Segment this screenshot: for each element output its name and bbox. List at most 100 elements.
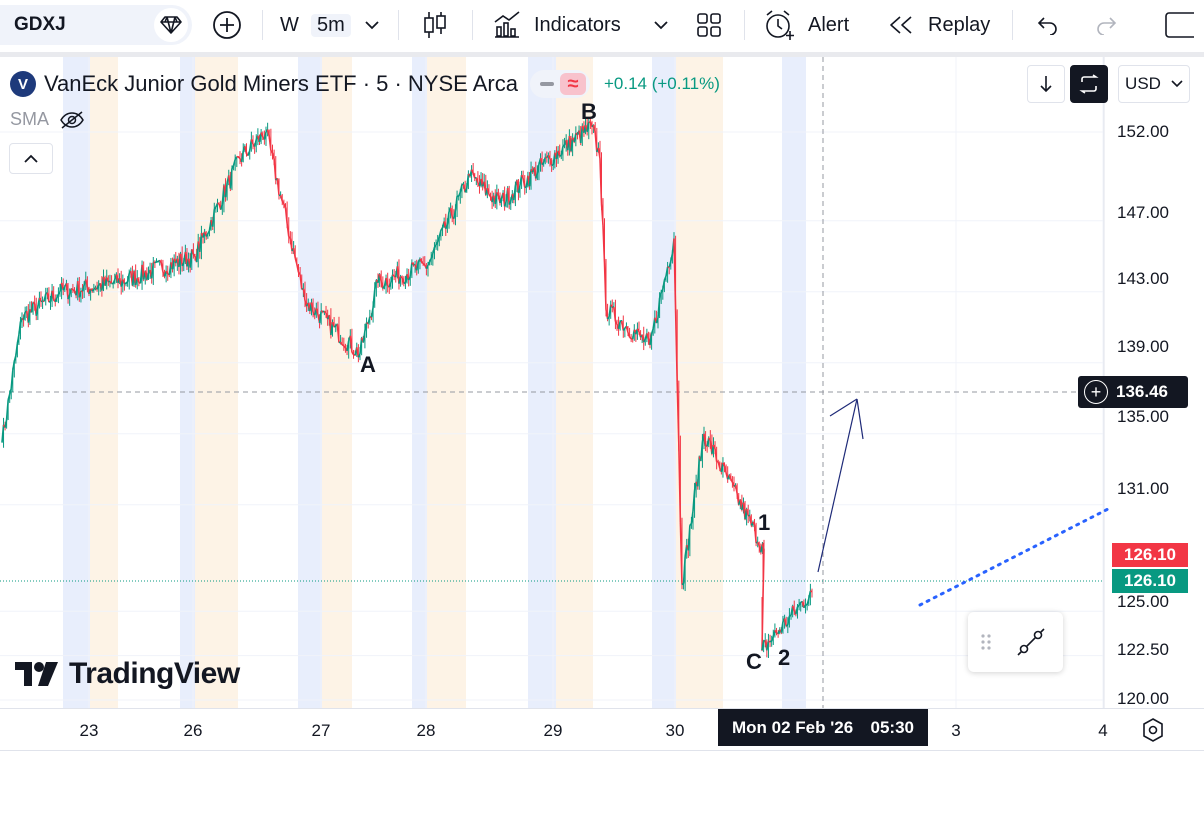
candle-body bbox=[373, 279, 378, 290]
wave-label-a[interactable]: A bbox=[360, 352, 376, 377]
candle-body bbox=[289, 238, 293, 252]
candle-body bbox=[756, 541, 761, 547]
symbol-search-button[interactable]: GDXJ bbox=[0, 5, 192, 45]
toolbar-divider bbox=[472, 10, 473, 40]
candle-body bbox=[191, 249, 195, 255]
candle-body bbox=[700, 441, 704, 462]
undo-button[interactable] bbox=[1036, 5, 1060, 45]
eye-hidden-icon[interactable] bbox=[59, 110, 85, 130]
market-status-icon[interactable] bbox=[534, 73, 560, 95]
candle-body bbox=[357, 353, 361, 358]
indicators-icon bbox=[494, 11, 520, 38]
candle-body bbox=[96, 284, 100, 290]
candle-body bbox=[560, 146, 564, 156]
approx-data-icon[interactable]: ≈ bbox=[559, 73, 586, 95]
add-alert-icon[interactable]: + bbox=[1084, 380, 1108, 404]
candle-body bbox=[250, 139, 254, 145]
wave-label-b[interactable]: B bbox=[581, 99, 597, 124]
candle-body bbox=[296, 264, 300, 273]
replay-button[interactable]: Replay bbox=[888, 5, 990, 45]
toolbar-divider bbox=[744, 10, 745, 40]
candle-body bbox=[362, 331, 366, 343]
candle-body bbox=[436, 236, 441, 243]
projection-arrow[interactable] bbox=[817, 398, 864, 573]
collapse-legend-button[interactable] bbox=[9, 143, 53, 174]
candle-body bbox=[723, 465, 727, 473]
crosshair-price-tag[interactable]: + 136.46 bbox=[1078, 376, 1188, 408]
candle-body bbox=[72, 289, 76, 292]
session-band bbox=[322, 57, 352, 708]
trend-line-dotted[interactable] bbox=[918, 506, 1112, 607]
settings-hexagon-icon[interactable] bbox=[1140, 717, 1166, 743]
candle-body bbox=[370, 307, 374, 318]
indicators-button[interactable]: Indicators bbox=[492, 5, 621, 45]
chart-pane[interactable]: V VanEck Junior Gold Miners ETF · 5 · NY… bbox=[0, 57, 1204, 750]
candle-body bbox=[622, 327, 626, 331]
wave-label-1[interactable]: 1 bbox=[758, 510, 771, 535]
chevron-down-icon bbox=[365, 21, 379, 30]
indicator-row-sma[interactable]: SMA bbox=[10, 109, 85, 130]
candle-body bbox=[310, 302, 314, 313]
time-tick: 30 bbox=[665, 721, 685, 740]
chart-type-button[interactable] bbox=[422, 5, 448, 45]
redo-icon bbox=[1097, 17, 1117, 35]
candle-body bbox=[600, 203, 604, 226]
candle-body bbox=[761, 597, 764, 651]
candle-body bbox=[380, 281, 384, 289]
candle-body bbox=[557, 150, 561, 157]
fullscreen-button[interactable] bbox=[1164, 5, 1194, 45]
candle-body bbox=[655, 317, 659, 324]
drag-handle-icon[interactable] bbox=[980, 632, 992, 652]
candle-body bbox=[247, 150, 251, 156]
trend-line-tool-icon[interactable] bbox=[1014, 625, 1048, 659]
candle-body bbox=[105, 277, 110, 283]
candle-body bbox=[766, 641, 770, 651]
interval-5m-button[interactable]: 5m bbox=[311, 5, 351, 45]
time-tick: 4 bbox=[1098, 721, 1108, 740]
candle-body bbox=[292, 248, 297, 259]
candle-body bbox=[407, 276, 411, 281]
candle-body bbox=[613, 306, 617, 322]
indicators-dropdown-button[interactable] bbox=[653, 5, 669, 45]
candle-body bbox=[445, 224, 449, 230]
session-band bbox=[782, 57, 806, 708]
interval-w-button[interactable]: W bbox=[280, 5, 299, 45]
candle-body bbox=[432, 246, 436, 254]
candle-body bbox=[789, 614, 792, 617]
candle-body bbox=[528, 169, 532, 187]
currency-dropdown[interactable]: USD bbox=[1118, 65, 1190, 103]
candle-body bbox=[796, 604, 800, 608]
interval-dropdown-button[interactable] bbox=[364, 5, 380, 45]
candle-body bbox=[5, 399, 9, 420]
candle-body bbox=[650, 328, 654, 335]
candle-body bbox=[606, 316, 610, 320]
candle-body bbox=[783, 618, 787, 627]
layouts-button[interactable] bbox=[696, 5, 722, 45]
auto-scale-button[interactable] bbox=[1070, 65, 1108, 103]
candle-body bbox=[189, 249, 193, 268]
candle-body bbox=[519, 174, 523, 186]
candle-body bbox=[401, 277, 405, 284]
wave-label-c[interactable]: C bbox=[746, 649, 762, 674]
scroll-down-button[interactable] bbox=[1027, 65, 1065, 103]
compare-add-symbol-button[interactable] bbox=[212, 5, 242, 45]
candle-body bbox=[728, 474, 732, 480]
alert-button[interactable]: Alert bbox=[764, 5, 849, 45]
candle-body bbox=[774, 629, 778, 634]
legend-title[interactable]: VanEck Junior Gold Miners ETF · 5 · NYSE… bbox=[44, 71, 518, 96]
drawing-toolbar-widget[interactable] bbox=[968, 612, 1063, 672]
diamond-icon[interactable] bbox=[154, 8, 188, 42]
candle-body bbox=[400, 275, 403, 279]
candle-body bbox=[520, 174, 524, 179]
bottom-border bbox=[0, 750, 1204, 751]
candle-body bbox=[7, 393, 11, 401]
tradingview-logo-icon bbox=[15, 662, 58, 686]
candle-body bbox=[496, 192, 500, 196]
time-axis[interactable]: 23 26 27 28 29 30 3 4 Mon 02 Feb '26 05:… bbox=[0, 708, 1204, 750]
wave-label-2[interactable]: 2 bbox=[778, 645, 791, 670]
redo-button[interactable] bbox=[1094, 5, 1118, 45]
candle-body bbox=[720, 462, 724, 473]
price-chart[interactable] bbox=[0, 57, 1204, 708]
rewind-icon bbox=[890, 16, 912, 34]
candle-body bbox=[392, 274, 395, 277]
